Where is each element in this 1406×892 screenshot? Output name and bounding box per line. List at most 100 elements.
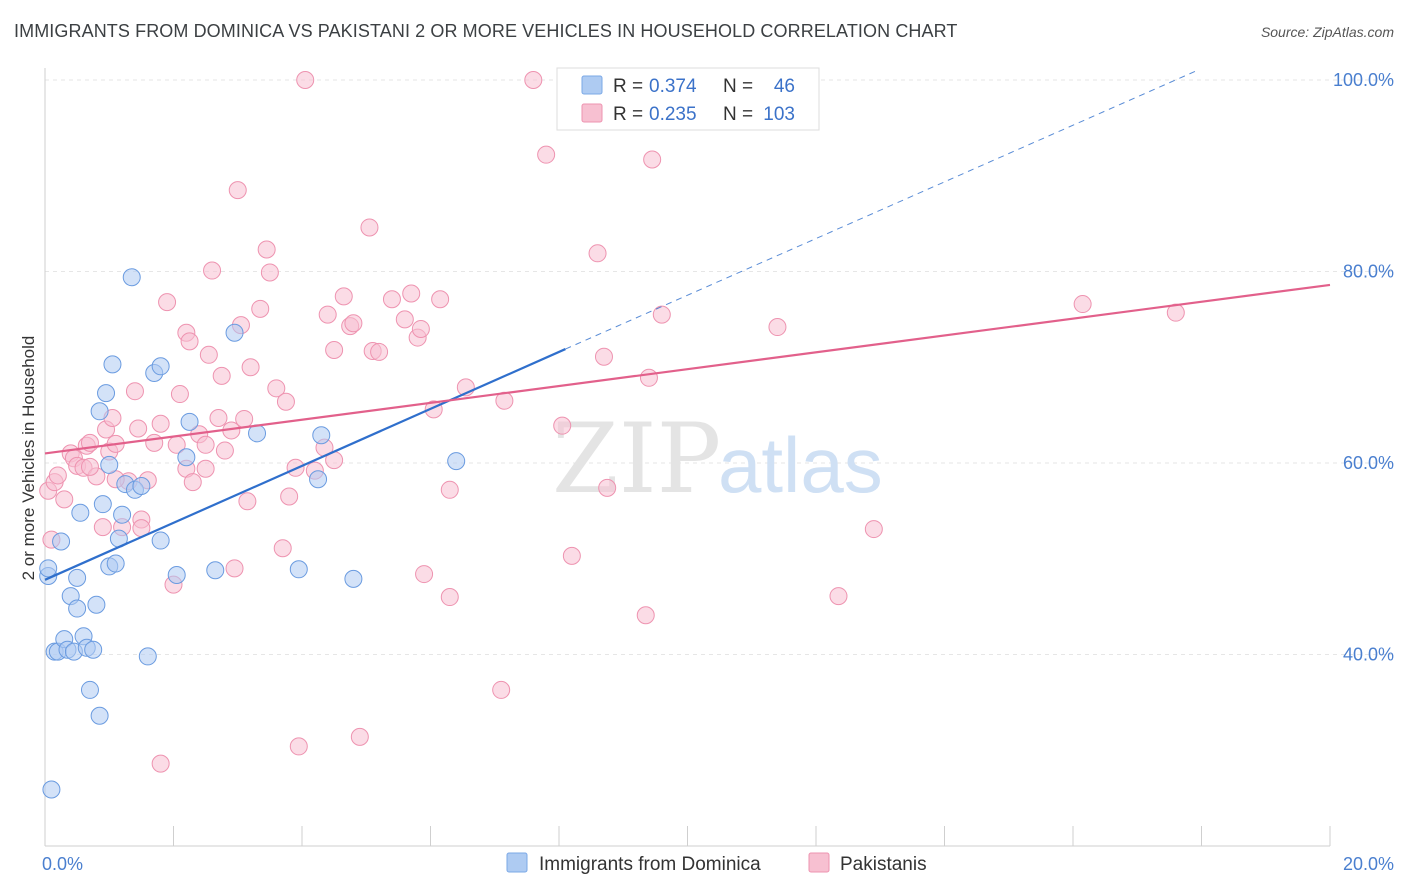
dominica-point (100, 455, 119, 474)
pakistanis-point (639, 368, 658, 387)
dominica-point (68, 599, 87, 618)
dominica-point (90, 706, 109, 725)
dominica-point (225, 323, 244, 342)
pakistanis-point (768, 318, 787, 337)
pakistanis-point (370, 342, 389, 361)
pakistanis-point (238, 492, 257, 511)
pakistanis-point (80, 457, 99, 476)
pakistanis-point (209, 408, 228, 427)
pakistanis-point (203, 261, 222, 280)
pakistanis-point (55, 490, 74, 509)
dominica-point (39, 559, 58, 578)
pakistanis-point (431, 290, 450, 309)
pakistanis-point (395, 310, 414, 329)
pakistanis-point (93, 518, 112, 537)
pakistanis-point (643, 150, 662, 169)
dominica-point (167, 566, 186, 585)
dominica-point (138, 647, 157, 666)
dominica-point (309, 470, 328, 489)
dominica-point (344, 569, 363, 588)
trend-lines (44, 70, 1331, 581)
dominica-point (106, 554, 125, 573)
pakistanis-point (829, 587, 848, 606)
pakistanis-point (180, 332, 199, 351)
series-legend-swatch-pakistanis (808, 852, 830, 873)
dominica-point (122, 268, 141, 287)
series-legend: Immigrants from Dominica Pakistanis (506, 852, 927, 875)
pakistanis-point (228, 181, 247, 200)
dominica-point (93, 495, 112, 514)
dominica-point (68, 568, 87, 587)
stats-legend: R = 0.374 N = 46 R = 0.235 N = 103 (556, 67, 820, 131)
x-tick-label-min: 0.0% (42, 854, 83, 874)
chart-title: IMMIGRANTS FROM DOMINICA VS PAKISTANI 2 … (14, 21, 958, 41)
legend-r-value-dominica: 0.374 (649, 76, 697, 97)
pakistanis-trend-line (44, 283, 1331, 455)
pakistanis-point (48, 466, 67, 485)
pakistanis-point (151, 754, 170, 773)
y-tick-label: 100.0% (1333, 70, 1394, 90)
dominica-point (132, 476, 151, 495)
pakistanis-point (402, 284, 421, 303)
pakistanis-point (492, 680, 511, 699)
dominica-points (39, 268, 466, 799)
series-legend-swatch-dominica (506, 852, 528, 873)
dominica-point (80, 680, 99, 699)
pakistanis-point (350, 727, 369, 746)
pakistanis-point (594, 347, 613, 366)
dominica-point (180, 412, 199, 431)
pakistanis-point (344, 314, 363, 333)
pakistanis-point (411, 319, 430, 338)
pakistanis-point (440, 480, 459, 499)
pakistanis-point (170, 385, 189, 404)
legend-swatch-dominica (581, 75, 603, 95)
pakistanis-point (636, 606, 655, 625)
pakistanis-point (440, 588, 459, 607)
series-legend-label-dominica: Immigrants from Dominica (539, 854, 761, 875)
pakistanis-point (334, 287, 353, 306)
dominica-point (177, 448, 196, 467)
source-credit: Source: ZipAtlas.com (1260, 24, 1394, 40)
dominica-point (113, 505, 132, 524)
pakistanis-point (199, 345, 218, 364)
dominica-point (71, 503, 90, 522)
pakistanis-point (273, 539, 292, 558)
pakistanis-point (415, 565, 434, 584)
pakistanis-point (382, 290, 401, 309)
pakistanis-point (864, 520, 883, 539)
pakistanis-point (296, 71, 315, 89)
y-tick-labels: 40.0% 60.0% 80.0% 100.0% (1333, 70, 1394, 665)
dominica-point (289, 560, 308, 579)
pakistanis-point (158, 293, 177, 312)
pakistanis-point (151, 414, 170, 433)
dominica-point (103, 355, 122, 374)
dominica-point (151, 531, 170, 550)
dominica-point (84, 640, 103, 659)
pakistanis-point (267, 379, 286, 398)
dominica-point (447, 452, 466, 471)
pakistanis-point (260, 263, 279, 282)
legend-r-value-pakistanis: 0.235 (649, 104, 697, 125)
y-tick-label: 60.0% (1343, 453, 1394, 473)
pakistanis-point (325, 341, 344, 360)
watermark-atlas: atlas (718, 421, 883, 509)
x-axis-ticks (44, 826, 1331, 846)
pakistanis-point (280, 487, 299, 506)
series-legend-label-pakistanis: Pakistanis (840, 854, 927, 875)
pakistanis-point (251, 299, 270, 318)
dominica-point (206, 561, 225, 580)
pakistanis-point (235, 409, 254, 428)
dominica-point (52, 532, 71, 551)
pakistanis-point (562, 546, 581, 565)
legend-n-label-dominica: N = (723, 76, 753, 97)
dominica-point (97, 384, 116, 403)
y-tick-label: 40.0% (1343, 645, 1394, 665)
y-axis-title: 2 or more Vehicles in Household (19, 336, 38, 581)
pakistanis-point (1073, 295, 1092, 314)
pakistanis-point (588, 244, 607, 263)
legend-r-label-pakistanis: R = (613, 104, 643, 125)
pakistanis-point (289, 737, 308, 756)
dominica-point (151, 357, 170, 376)
pakistanis-point (241, 358, 260, 377)
pakistanis-point (598, 478, 617, 497)
